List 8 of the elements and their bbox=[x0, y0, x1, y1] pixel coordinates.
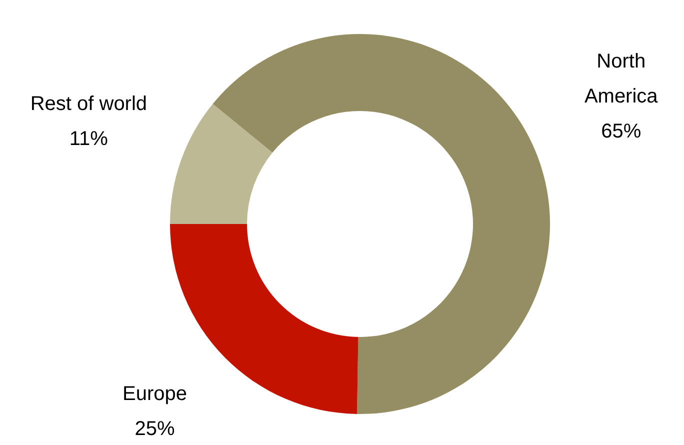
data-label: 25% bbox=[134, 418, 176, 440]
slice-label: Rest of world bbox=[30, 92, 148, 115]
data-label: 11% bbox=[69, 128, 108, 150]
data-label: 65% bbox=[601, 120, 642, 143]
donut-slice bbox=[212, 34, 550, 414]
donut-slice bbox=[170, 104, 272, 224]
slice-label: North America bbox=[584, 50, 659, 108]
slice-label: Europe bbox=[122, 383, 188, 405]
